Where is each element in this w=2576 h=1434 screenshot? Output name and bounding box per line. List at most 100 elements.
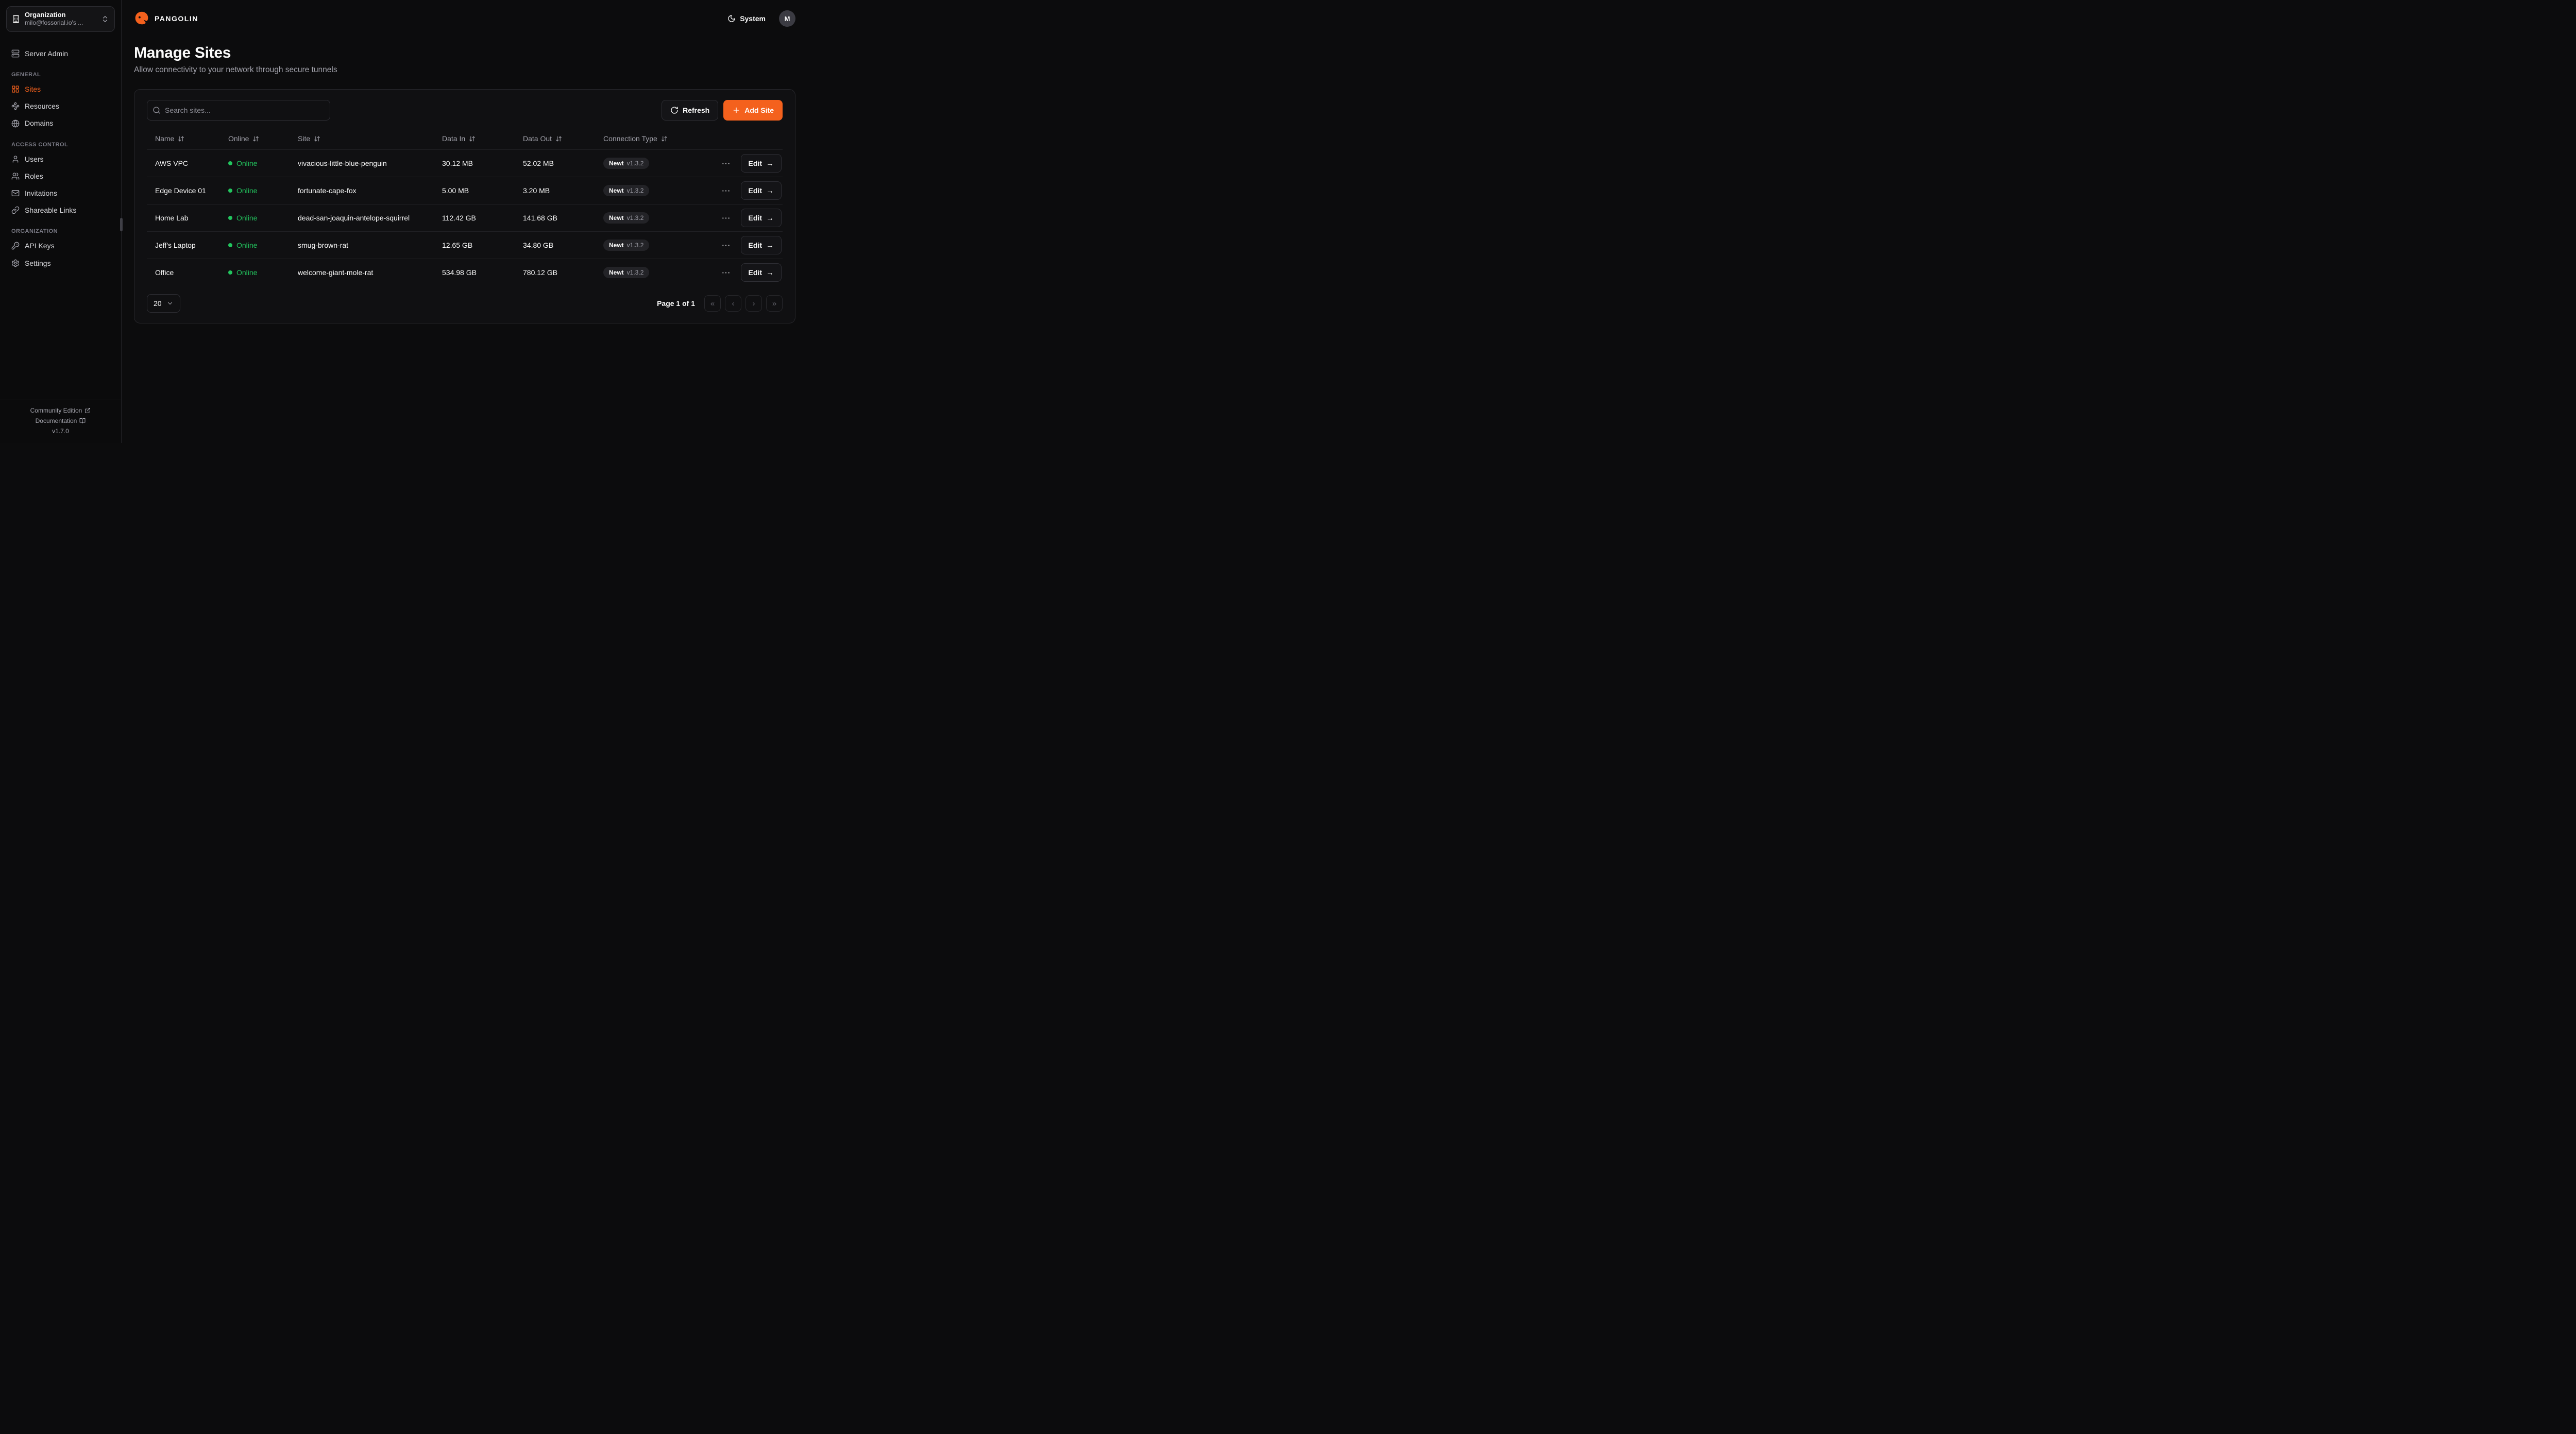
table-footer: 20 Page 1 of 1 « ‹ › » — [147, 294, 783, 313]
cell-name: Home Lab — [155, 214, 189, 222]
column-header-data-out[interactable]: Data Out — [515, 134, 595, 143]
sidebar-item-roles[interactable]: Roles — [6, 168, 115, 184]
user-icon — [12, 156, 19, 163]
link-icon — [11, 206, 20, 214]
connection-version: v1.3.2 — [626, 214, 644, 221]
connection-name: Newt — [609, 242, 624, 249]
sites-icon — [12, 86, 19, 93]
brand-name: PANGOLIN — [155, 14, 198, 23]
ellipsis-icon: ⋯ — [721, 185, 731, 196]
search-wrap — [147, 100, 330, 121]
online-status-dot — [228, 161, 232, 165]
sidebar-item-settings[interactable]: Settings — [6, 255, 115, 271]
sidebar-item-label: Sites — [25, 85, 41, 94]
section-label-general: GENERAL — [11, 72, 41, 78]
pagination-buttons: « ‹ › » — [704, 295, 783, 312]
documentation-link[interactable]: Documentation — [36, 417, 86, 424]
key-icon — [11, 242, 20, 250]
cell-data-in: 112.42 GB — [442, 214, 476, 222]
row-actions-menu-button[interactable]: ⋯ — [720, 240, 733, 251]
search-icon — [153, 107, 160, 114]
add-site-button[interactable]: Add Site — [723, 100, 783, 121]
edit-label: Edit — [748, 159, 762, 167]
edit-label: Edit — [748, 186, 762, 195]
cell-actions: ⋯ Edit → — [718, 236, 783, 254]
connection-type-badge: Newt v1.3.2 — [603, 240, 650, 251]
cell-online: Online — [220, 214, 290, 222]
connection-name: Newt — [609, 269, 624, 276]
column-label: Online — [228, 134, 249, 143]
cell-connection-type: Newt v1.3.2 — [595, 240, 718, 251]
page-size-select[interactable]: 20 — [147, 294, 180, 313]
last-page-button[interactable]: » — [766, 295, 783, 312]
community-edition-link[interactable]: Community Edition — [30, 407, 91, 414]
column-label: Name — [155, 134, 175, 143]
column-header-data-in[interactable]: Data In — [434, 134, 515, 143]
edit-button[interactable]: Edit → — [740, 154, 782, 173]
page-size-value: 20 — [154, 299, 162, 308]
table-row: Edge Device 01 Online fortunate-cape-fox… — [147, 177, 783, 204]
sidebar-item-label: API Keys — [25, 242, 55, 250]
sidebar-item-users[interactable]: Users — [6, 151, 115, 167]
edit-button[interactable]: Edit → — [740, 181, 782, 200]
column-header-site[interactable]: Site — [290, 134, 434, 143]
page-title: Manage Sites — [134, 44, 231, 61]
arrow-right-icon: → — [766, 213, 774, 223]
row-actions-menu-button[interactable]: ⋯ — [720, 267, 733, 278]
brand[interactable]: PANGOLIN — [134, 11, 198, 26]
cell-name: Edge Device 01 — [155, 186, 206, 195]
sidebar-item-server-admin[interactable]: Server Admin — [6, 45, 115, 62]
sidebar-item-resources[interactable]: Resources — [6, 98, 115, 114]
section-label-access-control: ACCESS CONTROL — [11, 141, 69, 148]
cell-online: Online — [220, 241, 290, 249]
sort-icon — [556, 136, 562, 141]
online-status-dot — [228, 270, 232, 275]
column-header-online[interactable]: Online — [220, 134, 290, 143]
avatar[interactable]: M — [779, 10, 795, 27]
external-link-icon — [85, 408, 91, 413]
cell-actions: ⋯ Edit → — [718, 154, 783, 173]
refresh-button[interactable]: Refresh — [662, 100, 719, 121]
sidebar-item-label: Settings — [25, 259, 51, 267]
table-row: AWS VPC Online vivacious-little-blue-pen… — [147, 149, 783, 177]
sidebar: Organization milo@fossorial.io's ... Ser… — [0, 0, 123, 443]
pangolin-logo-icon — [135, 11, 148, 25]
previous-page-button[interactable]: ‹ — [725, 295, 741, 312]
org-title: Organization — [25, 11, 66, 19]
sidebar-item-api-keys[interactable]: API Keys — [6, 237, 115, 254]
edit-button[interactable]: Edit → — [740, 236, 782, 254]
sidebar-resize-handle[interactable] — [120, 218, 123, 231]
cell-name: AWS VPC — [155, 159, 189, 167]
cell-site: dead-san-joaquin-antelope-squirrel — [298, 214, 410, 222]
sidebar-item-sites[interactable]: Sites — [6, 81, 115, 97]
online-status-label: Online — [236, 241, 258, 249]
sidebar-item-shareable-links[interactable]: Shareable Links — [6, 202, 115, 218]
resources-icon — [11, 102, 20, 110]
column-label: Data Out — [523, 134, 552, 143]
theme-toggle-button[interactable]: System — [724, 14, 769, 23]
search-input[interactable] — [147, 100, 330, 121]
cell-data-in: 30.12 MB — [442, 159, 473, 167]
cell-data-out: 52.02 MB — [523, 159, 554, 167]
table-header: Name Online Site Data In Data Out — [147, 128, 783, 149]
row-actions-menu-button[interactable]: ⋯ — [720, 213, 733, 224]
next-page-button[interactable]: › — [745, 295, 762, 312]
documentation-label: Documentation — [35, 417, 77, 424]
sidebar-item-invitations[interactable]: Invitations — [6, 185, 115, 201]
sidebar-item-domains[interactable]: Domains — [6, 115, 115, 131]
org-selector[interactable]: Organization milo@fossorial.io's ... — [6, 6, 115, 32]
first-page-button[interactable]: « — [704, 295, 721, 312]
column-header-connection-type[interactable]: Connection Type — [595, 134, 718, 143]
edit-button[interactable]: Edit → — [740, 209, 782, 227]
edit-button[interactable]: Edit → — [740, 263, 782, 282]
row-actions-menu-button[interactable]: ⋯ — [720, 158, 733, 169]
cell-site: smug-brown-rat — [298, 241, 349, 249]
cell-site: vivacious-little-blue-penguin — [298, 159, 387, 167]
sidebar-item-label: Server Admin — [25, 49, 69, 58]
row-actions-menu-button[interactable]: ⋯ — [720, 185, 733, 196]
column-header-name[interactable]: Name — [147, 134, 220, 143]
column-label: Site — [298, 134, 311, 143]
moon-icon — [728, 15, 735, 22]
toolbar-actions: Refresh Add Site — [662, 100, 783, 121]
page-head: Manage Sites Allow connectivity to your … — [122, 37, 808, 84]
